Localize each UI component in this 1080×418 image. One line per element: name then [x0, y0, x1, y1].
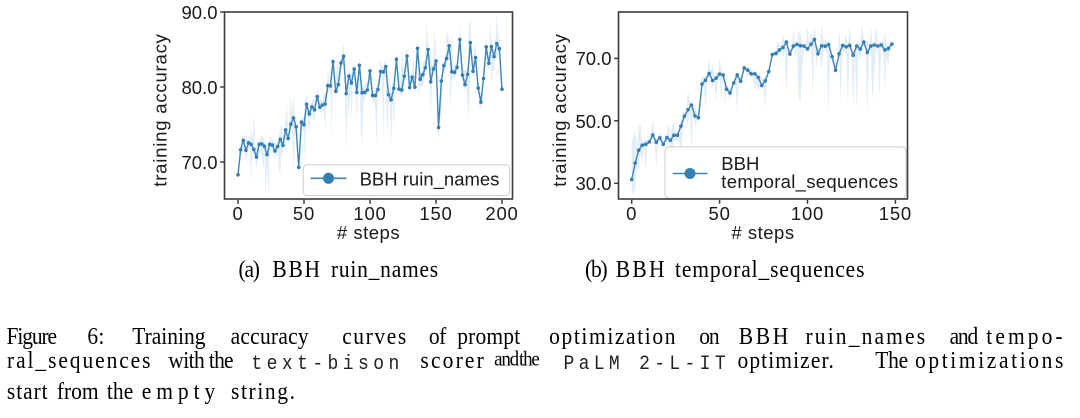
svg-text:100: 100 — [353, 203, 386, 224]
svg-text:BBH: BBH — [721, 153, 759, 174]
svg-text:150: 150 — [879, 203, 912, 224]
svg-text:70.0: 70.0 — [575, 48, 611, 69]
svg-text:training accuracy: training accuracy — [150, 33, 171, 186]
svg-text:80.0: 80.0 — [181, 77, 217, 98]
svg-text:100: 100 — [791, 203, 824, 224]
svg-text:# steps: # steps — [337, 222, 400, 243]
svg-text:temporal_sequences: temporal_sequences — [721, 171, 898, 193]
svg-text:0: 0 — [626, 203, 637, 224]
svg-text:200: 200 — [485, 203, 518, 224]
svg-text:0: 0 — [232, 203, 243, 224]
svg-text:30.0: 30.0 — [575, 173, 611, 194]
svg-text:BBH ruin_names: BBH ruin_names — [360, 168, 500, 190]
svg-text:90.0: 90.0 — [181, 2, 217, 23]
svg-text:50: 50 — [293, 203, 315, 224]
svg-text:training accuracy: training accuracy — [549, 33, 570, 186]
svg-text:50: 50 — [709, 203, 731, 224]
svg-text:# steps: # steps — [731, 222, 794, 243]
svg-text:70.0: 70.0 — [181, 152, 217, 173]
svg-text:150: 150 — [419, 203, 452, 224]
svg-text:50.0: 50.0 — [575, 111, 611, 132]
